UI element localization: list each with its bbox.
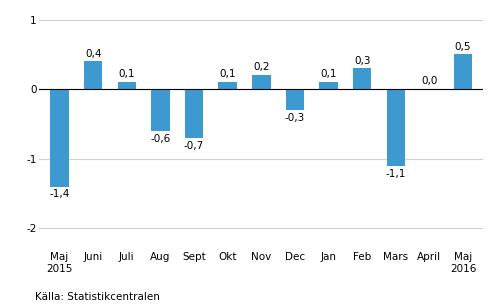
Text: -1,4: -1,4 (49, 189, 70, 199)
Bar (185, 89, 203, 138)
Text: 0,1: 0,1 (219, 69, 236, 79)
Bar (353, 68, 371, 89)
Text: 0,1: 0,1 (119, 69, 135, 79)
Bar (252, 75, 271, 89)
Bar (387, 89, 405, 166)
Bar (84, 61, 103, 89)
Text: 0,1: 0,1 (320, 69, 337, 79)
Text: 0,4: 0,4 (85, 49, 102, 59)
Text: -0,6: -0,6 (150, 134, 171, 144)
Text: -0,7: -0,7 (184, 141, 204, 151)
Text: 0,5: 0,5 (455, 42, 471, 52)
Text: -1,1: -1,1 (386, 168, 406, 178)
Text: 0,0: 0,0 (421, 76, 438, 86)
Bar (319, 82, 338, 89)
Bar (118, 82, 136, 89)
Text: -0,3: -0,3 (285, 113, 305, 123)
Bar (151, 89, 170, 131)
Bar (285, 89, 304, 110)
Bar (454, 54, 472, 89)
Text: 0,2: 0,2 (253, 62, 270, 72)
Text: Källa: Statistikcentralen: Källa: Statistikcentralen (35, 292, 159, 302)
Text: 0,3: 0,3 (354, 56, 370, 65)
Bar (218, 82, 237, 89)
Bar (50, 89, 69, 187)
